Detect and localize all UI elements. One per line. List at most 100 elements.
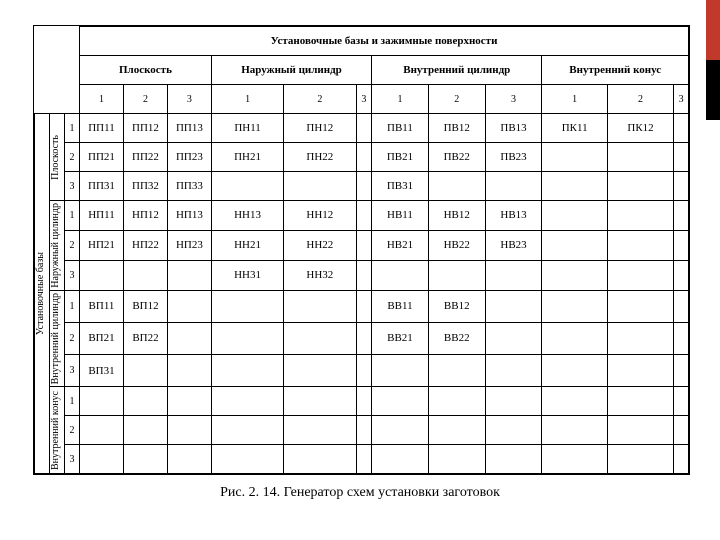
rown: 2 [65,322,80,354]
cell [428,172,485,201]
black-bar [706,60,720,120]
cell [674,143,689,172]
cell [485,387,542,416]
cell: НП21 [80,230,124,260]
top-header: Установочные базы и зажимные поверхности [80,27,689,56]
cell [542,290,607,322]
cell [674,201,689,231]
cell [167,354,211,386]
cell: НВ11 [372,201,429,231]
cell [356,201,372,231]
cell [167,387,211,416]
figure-caption: Рис. 2. 14. Генератор схем установки заг… [0,485,720,501]
cell [211,290,283,322]
coln: 2 [428,85,485,114]
rowgroup-1: Наружный цилиндр [50,201,65,291]
cell [674,290,689,322]
cell [428,387,485,416]
cell: ВВ12 [428,290,485,322]
cell [485,172,542,201]
cell [356,290,372,322]
cell [356,230,372,260]
cell [356,387,372,416]
cell: НН12 [284,201,356,231]
cell [542,416,607,445]
cell: НВ12 [428,201,485,231]
colgroup-1: Наружный цилиндр [211,56,371,85]
coln: 1 [372,85,429,114]
coln: 1 [542,85,607,114]
colgroup-0: Плоскость [80,56,212,85]
cell [542,201,607,231]
cell [542,354,607,386]
colgroup-2: Внутренний цилиндр [372,56,542,85]
cell [123,416,167,445]
cell: НП11 [80,201,124,231]
cell: НН31 [211,260,283,290]
coln: 1 [211,85,283,114]
rown: 3 [65,445,80,474]
cell: ПП31 [80,172,124,201]
coln: 1 [80,85,124,114]
rowgroup-2: Внутренний цилиндр [50,290,65,386]
rown: 3 [65,354,80,386]
cell [674,354,689,386]
cell: ВП31 [80,354,124,386]
cell [211,354,283,386]
cell [372,354,429,386]
cell: НП22 [123,230,167,260]
cell [542,172,607,201]
cell [607,172,673,201]
main-table: Установочные базы и зажимные поверхности… [34,26,689,474]
cell [211,322,283,354]
colgroup-3: Внутренний конус [542,56,689,85]
cell: ВП22 [123,322,167,354]
rown: 2 [65,230,80,260]
cell: ПН11 [211,114,283,143]
cell [372,387,429,416]
cell [674,230,689,260]
cell [607,322,673,354]
cell [167,322,211,354]
coln: 3 [167,85,211,114]
cell [485,445,542,474]
cell [542,260,607,290]
cell: ПН21 [211,143,283,172]
cell [356,143,372,172]
cell: ПВ12 [428,114,485,143]
cell [542,445,607,474]
cell: НП23 [167,230,211,260]
cell: НН13 [211,201,283,231]
rown: 1 [65,290,80,322]
cell [607,143,673,172]
cell: НП13 [167,201,211,231]
cell: НВ22 [428,230,485,260]
cell: ПП12 [123,114,167,143]
cell [356,445,372,474]
cell [485,354,542,386]
cell [607,445,673,474]
cell [485,322,542,354]
cell [167,260,211,290]
cell: НН22 [284,230,356,260]
cell [607,387,673,416]
cell: ПВ22 [428,143,485,172]
rown: 3 [65,260,80,290]
cell [428,260,485,290]
cell [428,445,485,474]
coln: 3 [485,85,542,114]
cell [167,445,211,474]
cell [211,387,283,416]
rown: 3 [65,172,80,201]
cell: НВ23 [485,230,542,260]
cell: ПП33 [167,172,211,201]
cell [123,260,167,290]
table-frame: Установочные базы и зажимные поверхности… [33,25,690,475]
cell [674,172,689,201]
cell [284,445,356,474]
cell [123,445,167,474]
cell [80,387,124,416]
cell: ПН12 [284,114,356,143]
cell: НН32 [284,260,356,290]
coln: 2 [284,85,356,114]
